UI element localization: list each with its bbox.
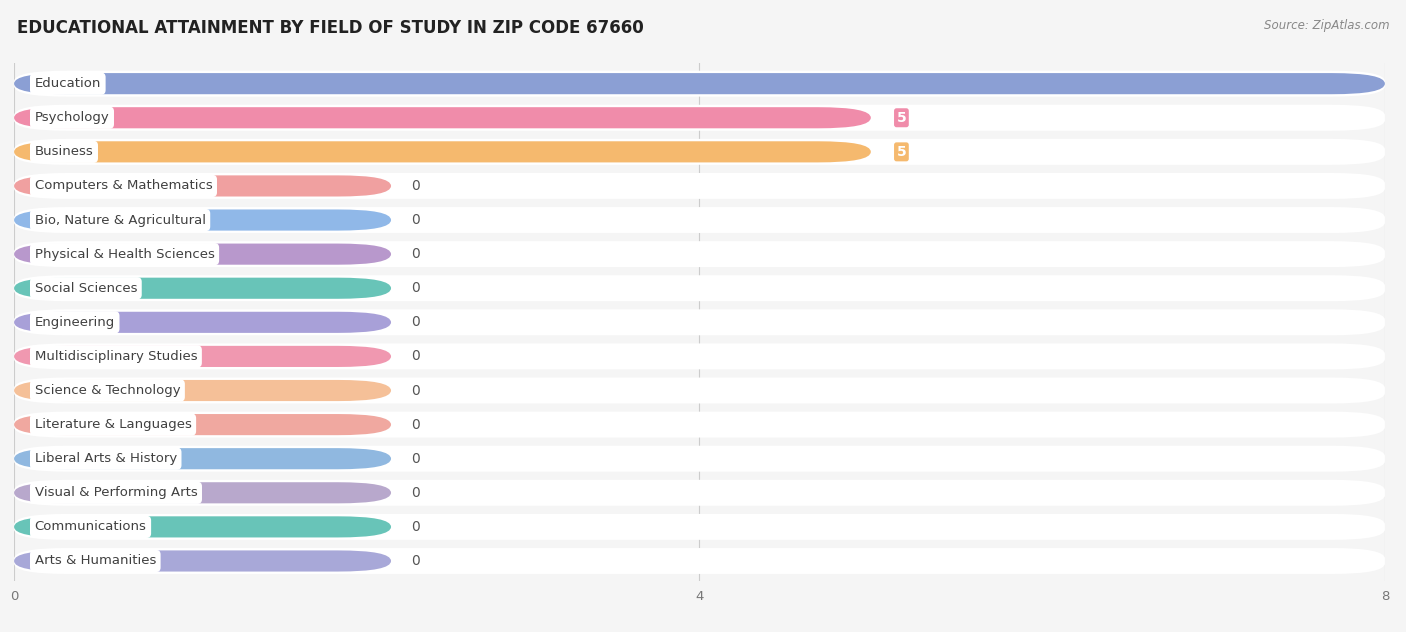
Text: 0: 0 (412, 520, 420, 534)
Text: Science & Technology: Science & Technology (35, 384, 180, 397)
FancyBboxPatch shape (14, 105, 1385, 131)
Text: 0: 0 (412, 213, 420, 227)
FancyBboxPatch shape (14, 548, 1385, 574)
FancyBboxPatch shape (14, 277, 391, 299)
Text: Source: ZipAtlas.com: Source: ZipAtlas.com (1264, 19, 1389, 32)
Text: Education: Education (35, 77, 101, 90)
FancyBboxPatch shape (14, 414, 391, 435)
Text: Arts & Humanities: Arts & Humanities (35, 554, 156, 568)
Text: Physical & Health Sciences: Physical & Health Sciences (35, 248, 215, 260)
FancyBboxPatch shape (14, 514, 1385, 540)
FancyBboxPatch shape (14, 207, 1385, 233)
FancyBboxPatch shape (14, 175, 391, 197)
FancyBboxPatch shape (14, 480, 1385, 506)
Text: 0: 0 (412, 554, 420, 568)
FancyBboxPatch shape (14, 73, 1385, 94)
Text: 0: 0 (412, 179, 420, 193)
FancyBboxPatch shape (14, 173, 1385, 199)
Text: Multidisciplinary Studies: Multidisciplinary Studies (35, 350, 197, 363)
Text: Social Sciences: Social Sciences (35, 282, 138, 295)
Text: 0: 0 (412, 281, 420, 295)
FancyBboxPatch shape (14, 343, 1385, 369)
Text: 0: 0 (412, 384, 420, 398)
FancyBboxPatch shape (14, 516, 391, 537)
Text: Business: Business (35, 145, 93, 159)
FancyBboxPatch shape (14, 309, 1385, 335)
FancyBboxPatch shape (14, 377, 1385, 403)
Text: Engineering: Engineering (35, 316, 115, 329)
Text: 0: 0 (412, 486, 420, 500)
FancyBboxPatch shape (14, 448, 391, 470)
FancyBboxPatch shape (14, 380, 391, 401)
FancyBboxPatch shape (14, 550, 391, 571)
FancyBboxPatch shape (14, 209, 391, 231)
FancyBboxPatch shape (14, 482, 391, 503)
Text: 0: 0 (412, 452, 420, 466)
FancyBboxPatch shape (14, 71, 1385, 97)
FancyBboxPatch shape (14, 446, 1385, 471)
FancyBboxPatch shape (14, 346, 391, 367)
Text: Visual & Performing Arts: Visual & Performing Arts (35, 486, 197, 499)
Text: 5: 5 (897, 145, 907, 159)
Text: Bio, Nature & Agricultural: Bio, Nature & Agricultural (35, 214, 205, 226)
FancyBboxPatch shape (14, 411, 1385, 437)
FancyBboxPatch shape (14, 142, 870, 162)
Text: 0: 0 (412, 315, 420, 329)
Text: Liberal Arts & History: Liberal Arts & History (35, 453, 177, 465)
Text: 0: 0 (412, 247, 420, 261)
FancyBboxPatch shape (14, 276, 1385, 301)
Text: Psychology: Psychology (35, 111, 110, 125)
Text: 0: 0 (412, 418, 420, 432)
FancyBboxPatch shape (14, 139, 1385, 165)
Text: Literature & Languages: Literature & Languages (35, 418, 191, 431)
Text: Communications: Communications (35, 520, 146, 533)
FancyBboxPatch shape (14, 107, 870, 128)
FancyBboxPatch shape (14, 312, 391, 333)
Text: Computers & Mathematics: Computers & Mathematics (35, 179, 212, 192)
FancyBboxPatch shape (14, 243, 391, 265)
FancyBboxPatch shape (14, 241, 1385, 267)
Text: 0: 0 (412, 349, 420, 363)
Text: EDUCATIONAL ATTAINMENT BY FIELD OF STUDY IN ZIP CODE 67660: EDUCATIONAL ATTAINMENT BY FIELD OF STUDY… (17, 19, 644, 37)
Text: 5: 5 (897, 111, 907, 125)
